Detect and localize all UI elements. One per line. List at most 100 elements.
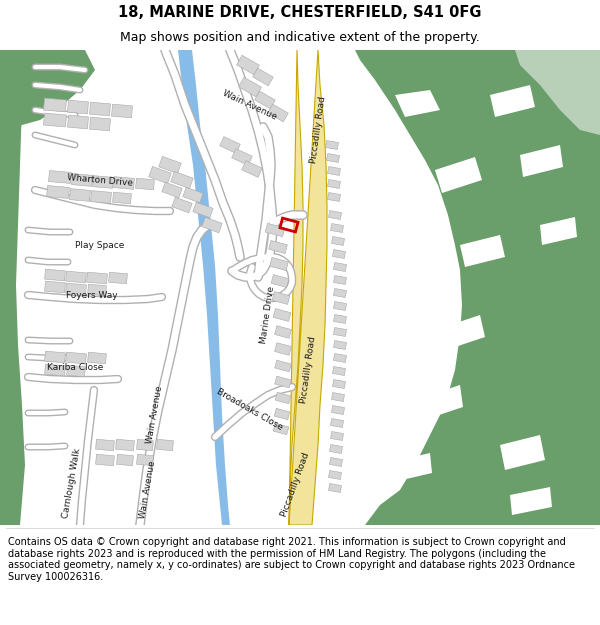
Polygon shape bbox=[109, 272, 127, 284]
Polygon shape bbox=[47, 186, 70, 199]
Polygon shape bbox=[274, 408, 290, 419]
Polygon shape bbox=[71, 174, 92, 186]
Polygon shape bbox=[137, 454, 154, 466]
Polygon shape bbox=[137, 439, 154, 451]
Polygon shape bbox=[67, 365, 85, 377]
Polygon shape bbox=[540, 217, 577, 245]
Text: Contains OS data © Crown copyright and database right 2021. This information is : Contains OS data © Crown copyright and d… bbox=[8, 537, 575, 582]
Polygon shape bbox=[157, 439, 173, 451]
Polygon shape bbox=[149, 166, 171, 184]
Polygon shape bbox=[328, 166, 341, 176]
Polygon shape bbox=[275, 326, 292, 338]
Polygon shape bbox=[334, 314, 347, 324]
Polygon shape bbox=[515, 50, 600, 135]
Polygon shape bbox=[172, 198, 192, 212]
Polygon shape bbox=[239, 78, 262, 97]
Polygon shape bbox=[0, 50, 95, 135]
Polygon shape bbox=[44, 113, 67, 127]
Polygon shape bbox=[334, 341, 347, 349]
Polygon shape bbox=[70, 189, 91, 201]
Polygon shape bbox=[331, 431, 344, 441]
Text: Foyers Way: Foyers Way bbox=[66, 291, 118, 299]
Polygon shape bbox=[171, 171, 193, 189]
Polygon shape bbox=[113, 192, 131, 204]
Text: Kariba Close: Kariba Close bbox=[47, 362, 103, 371]
Text: Piccadilly Road: Piccadilly Road bbox=[279, 452, 311, 518]
Polygon shape bbox=[275, 342, 292, 355]
Polygon shape bbox=[275, 392, 291, 404]
Text: Wain Avenue: Wain Avenue bbox=[145, 385, 164, 445]
Polygon shape bbox=[88, 352, 106, 364]
Polygon shape bbox=[88, 284, 106, 296]
Polygon shape bbox=[236, 55, 259, 75]
Polygon shape bbox=[490, 85, 535, 117]
Polygon shape bbox=[91, 191, 112, 203]
Text: Marine Drive: Marine Drive bbox=[259, 286, 277, 344]
Polygon shape bbox=[112, 104, 133, 118]
Polygon shape bbox=[253, 68, 273, 86]
Polygon shape bbox=[435, 157, 482, 193]
Polygon shape bbox=[113, 177, 134, 189]
Polygon shape bbox=[44, 281, 65, 293]
Polygon shape bbox=[68, 100, 88, 114]
Polygon shape bbox=[334, 276, 347, 284]
Polygon shape bbox=[65, 352, 86, 364]
Polygon shape bbox=[116, 454, 133, 466]
Polygon shape bbox=[331, 392, 344, 401]
Polygon shape bbox=[273, 309, 291, 321]
Polygon shape bbox=[162, 182, 182, 198]
Polygon shape bbox=[183, 188, 203, 202]
Polygon shape bbox=[450, 315, 485, 347]
Polygon shape bbox=[332, 249, 346, 259]
Polygon shape bbox=[430, 385, 463, 417]
Polygon shape bbox=[65, 283, 86, 295]
Polygon shape bbox=[328, 179, 341, 189]
Polygon shape bbox=[329, 458, 343, 466]
Polygon shape bbox=[68, 115, 88, 129]
Polygon shape bbox=[331, 419, 344, 428]
Polygon shape bbox=[332, 379, 346, 389]
Polygon shape bbox=[232, 149, 252, 166]
Polygon shape bbox=[275, 360, 291, 372]
Polygon shape bbox=[400, 453, 432, 480]
Polygon shape bbox=[328, 211, 341, 219]
Polygon shape bbox=[332, 366, 346, 376]
Polygon shape bbox=[395, 90, 440, 117]
Polygon shape bbox=[44, 351, 65, 363]
Polygon shape bbox=[328, 192, 341, 201]
Polygon shape bbox=[275, 376, 291, 388]
Polygon shape bbox=[331, 406, 344, 414]
Polygon shape bbox=[325, 141, 338, 149]
Polygon shape bbox=[178, 50, 230, 525]
Polygon shape bbox=[159, 156, 181, 174]
Polygon shape bbox=[136, 178, 154, 190]
Polygon shape bbox=[202, 217, 222, 232]
Polygon shape bbox=[92, 176, 113, 188]
Polygon shape bbox=[334, 328, 347, 336]
Polygon shape bbox=[273, 423, 289, 434]
Polygon shape bbox=[89, 102, 110, 116]
Text: Wharton Drive: Wharton Drive bbox=[67, 173, 133, 188]
Polygon shape bbox=[520, 145, 563, 177]
Polygon shape bbox=[116, 439, 134, 451]
Polygon shape bbox=[510, 487, 552, 515]
Polygon shape bbox=[500, 435, 545, 470]
Text: Piccadilly Road: Piccadilly Road bbox=[299, 336, 317, 404]
Polygon shape bbox=[271, 274, 289, 288]
Polygon shape bbox=[334, 289, 347, 298]
Polygon shape bbox=[355, 345, 600, 525]
Text: Carnlough Walk: Carnlough Walk bbox=[61, 448, 83, 519]
Polygon shape bbox=[334, 262, 347, 271]
Text: Map shows position and indicative extent of the property.: Map shows position and indicative extent… bbox=[120, 31, 480, 44]
Polygon shape bbox=[86, 272, 107, 284]
Polygon shape bbox=[268, 104, 288, 122]
Polygon shape bbox=[326, 154, 340, 162]
Polygon shape bbox=[65, 271, 86, 283]
Text: Wain Avenue: Wain Avenue bbox=[139, 460, 158, 520]
Polygon shape bbox=[265, 223, 285, 237]
Polygon shape bbox=[272, 292, 290, 304]
Text: Wain Avenue: Wain Avenue bbox=[221, 89, 278, 121]
Polygon shape bbox=[89, 117, 110, 131]
Text: 18, MARINE DRIVE, CHESTERFIELD, S41 0FG: 18, MARINE DRIVE, CHESTERFIELD, S41 0FG bbox=[118, 5, 482, 20]
Polygon shape bbox=[334, 354, 347, 362]
